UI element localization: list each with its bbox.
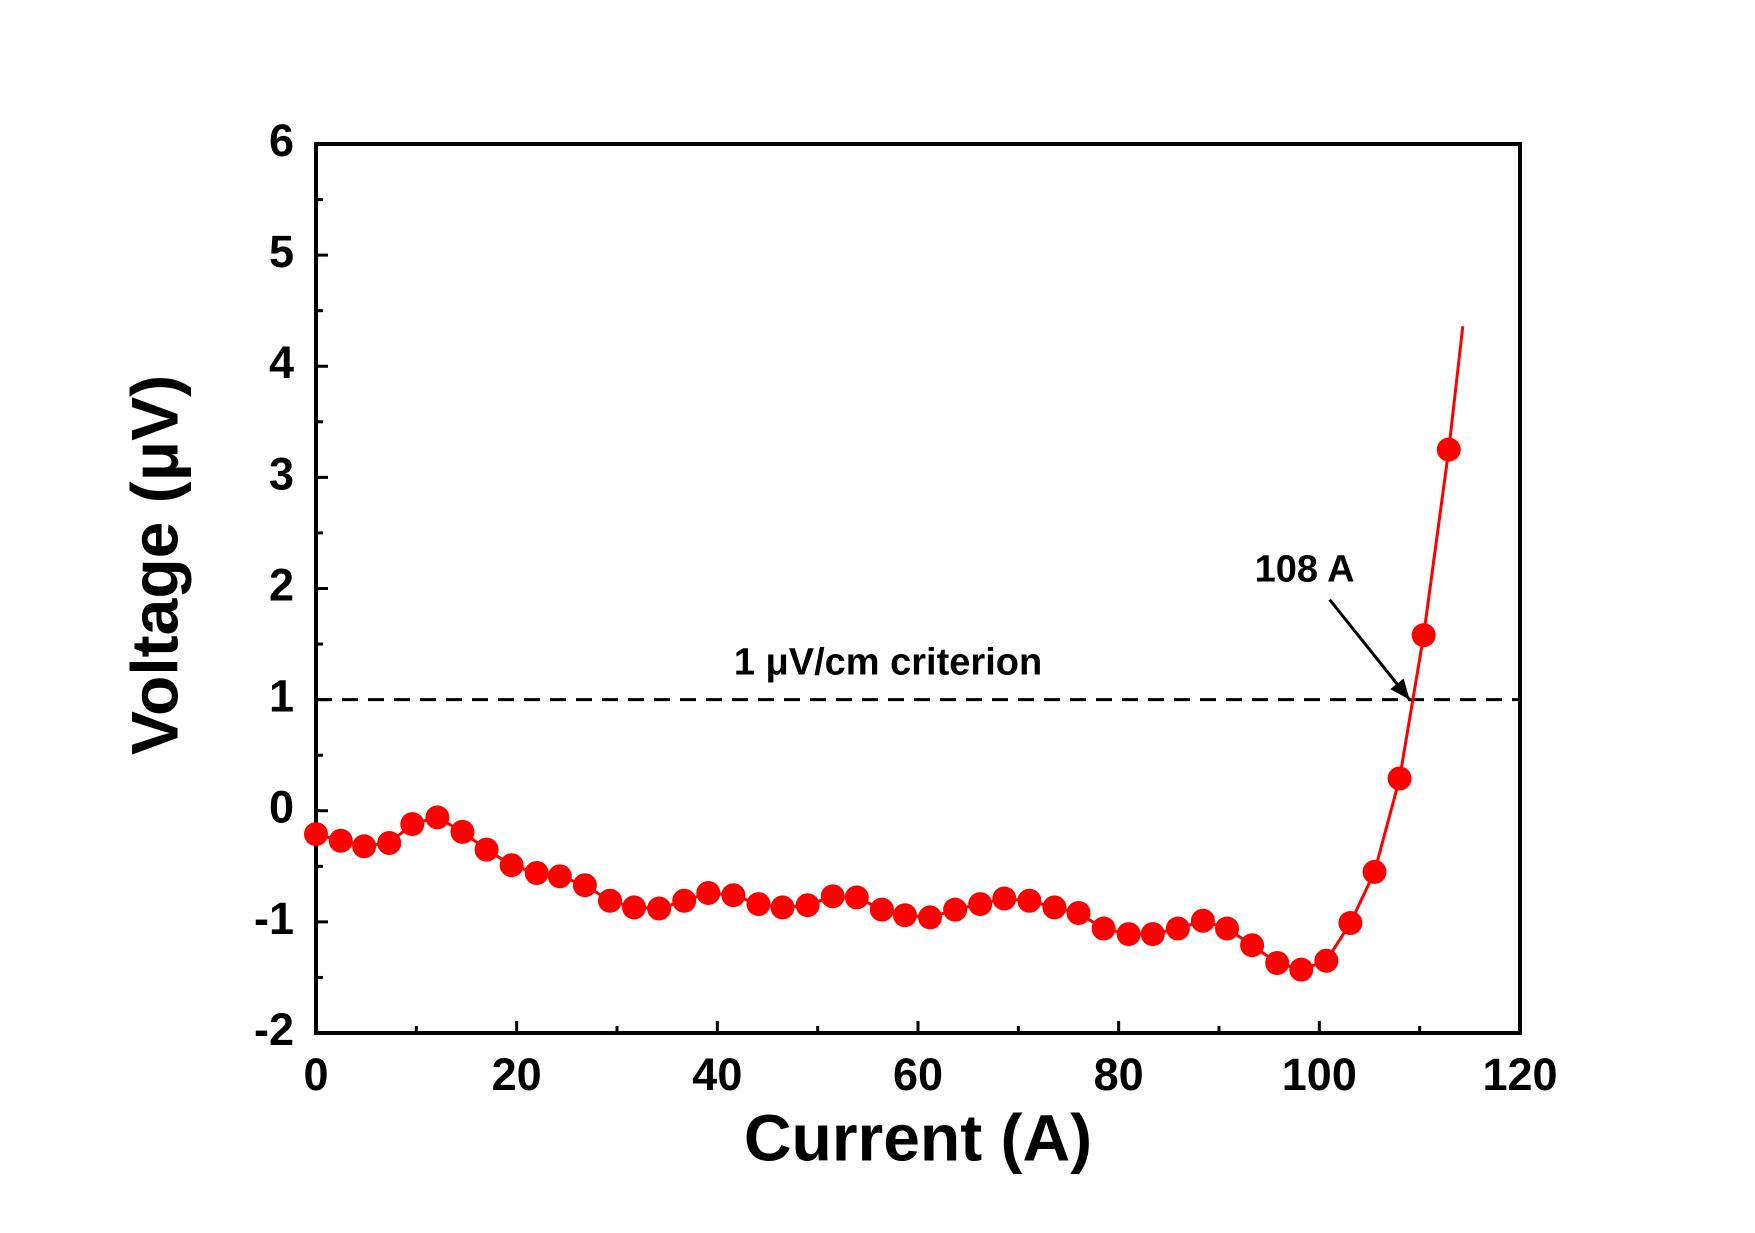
- data-point: [474, 837, 499, 862]
- data-point: [1387, 766, 1412, 791]
- data-point: [1411, 623, 1436, 648]
- data-point: [400, 812, 425, 837]
- data-point: [696, 880, 721, 905]
- data-point: [992, 886, 1017, 911]
- data-point: [597, 888, 622, 913]
- x-tick-label: 40: [692, 1049, 742, 1100]
- data-point: [1240, 933, 1265, 958]
- y-tick-label: -2: [254, 1004, 294, 1055]
- arrow-head: [1390, 678, 1410, 700]
- y-tick-label: 3: [269, 448, 294, 499]
- data-point: [892, 903, 917, 928]
- x-tick-label: 0: [303, 1049, 328, 1100]
- data-point: [943, 897, 968, 922]
- data-point: [1362, 859, 1387, 884]
- y-tick-label: 4: [269, 337, 294, 388]
- data-point: [1017, 888, 1042, 913]
- data-point: [450, 819, 475, 844]
- y-axis-label: Voltage (μV): [117, 375, 191, 755]
- x-tick-label: 20: [492, 1049, 542, 1100]
- x-tick-label: 80: [1094, 1049, 1144, 1100]
- data-point: [1140, 922, 1165, 947]
- x-tick-label: 120: [1482, 1049, 1557, 1100]
- data-point: [1265, 950, 1290, 975]
- y-tick-label: 1: [269, 671, 294, 722]
- data-point: [869, 897, 894, 922]
- data-point: [968, 892, 993, 917]
- y-tick-label: 6: [269, 115, 294, 166]
- data-point: [746, 892, 771, 917]
- data-point: [770, 895, 795, 920]
- data-point: [647, 896, 672, 921]
- data-point: [918, 905, 943, 930]
- data-point: [795, 893, 820, 918]
- x-tick-label: 100: [1282, 1049, 1357, 1100]
- data-point: [377, 830, 402, 855]
- data-point: [1215, 916, 1240, 941]
- data-point: [1042, 895, 1067, 920]
- data-point: [1190, 908, 1215, 933]
- plot-frame: [314, 142, 1522, 1035]
- y-tick-label: 2: [269, 559, 294, 610]
- data-point: [572, 873, 597, 898]
- data-point: [1314, 948, 1339, 973]
- data-point: [328, 828, 353, 853]
- data-point: [352, 834, 377, 859]
- data-point: [524, 860, 549, 885]
- arrow-label: 108 A: [1255, 549, 1355, 591]
- data-point: [1116, 922, 1141, 947]
- data-line: [315, 449, 1451, 972]
- data-point: [1091, 916, 1116, 941]
- y-tick-label: -1: [254, 893, 294, 944]
- data-point: [425, 805, 450, 830]
- data-point: [1289, 957, 1314, 982]
- data-point: [721, 883, 746, 908]
- data-point: [1338, 910, 1363, 935]
- y-tick-label: 0: [269, 782, 294, 833]
- x-axis-label: Current (A): [744, 1100, 1092, 1174]
- y-tick-label: 5: [269, 226, 294, 277]
- data-point: [844, 885, 869, 910]
- data-point: [672, 888, 697, 913]
- data-point: [1165, 916, 1190, 941]
- x-tick-label: 60: [893, 1049, 943, 1100]
- arrow-shaft: [1328, 598, 1411, 701]
- data-point: [547, 864, 572, 889]
- data-point: [499, 853, 524, 878]
- data-point: [1066, 900, 1091, 925]
- criterion-label: 1 μV/cm criterion: [734, 642, 1042, 684]
- data-point: [820, 884, 845, 909]
- data-line: [1447, 326, 1465, 450]
- data-point: [304, 822, 328, 847]
- data-point: [622, 895, 647, 920]
